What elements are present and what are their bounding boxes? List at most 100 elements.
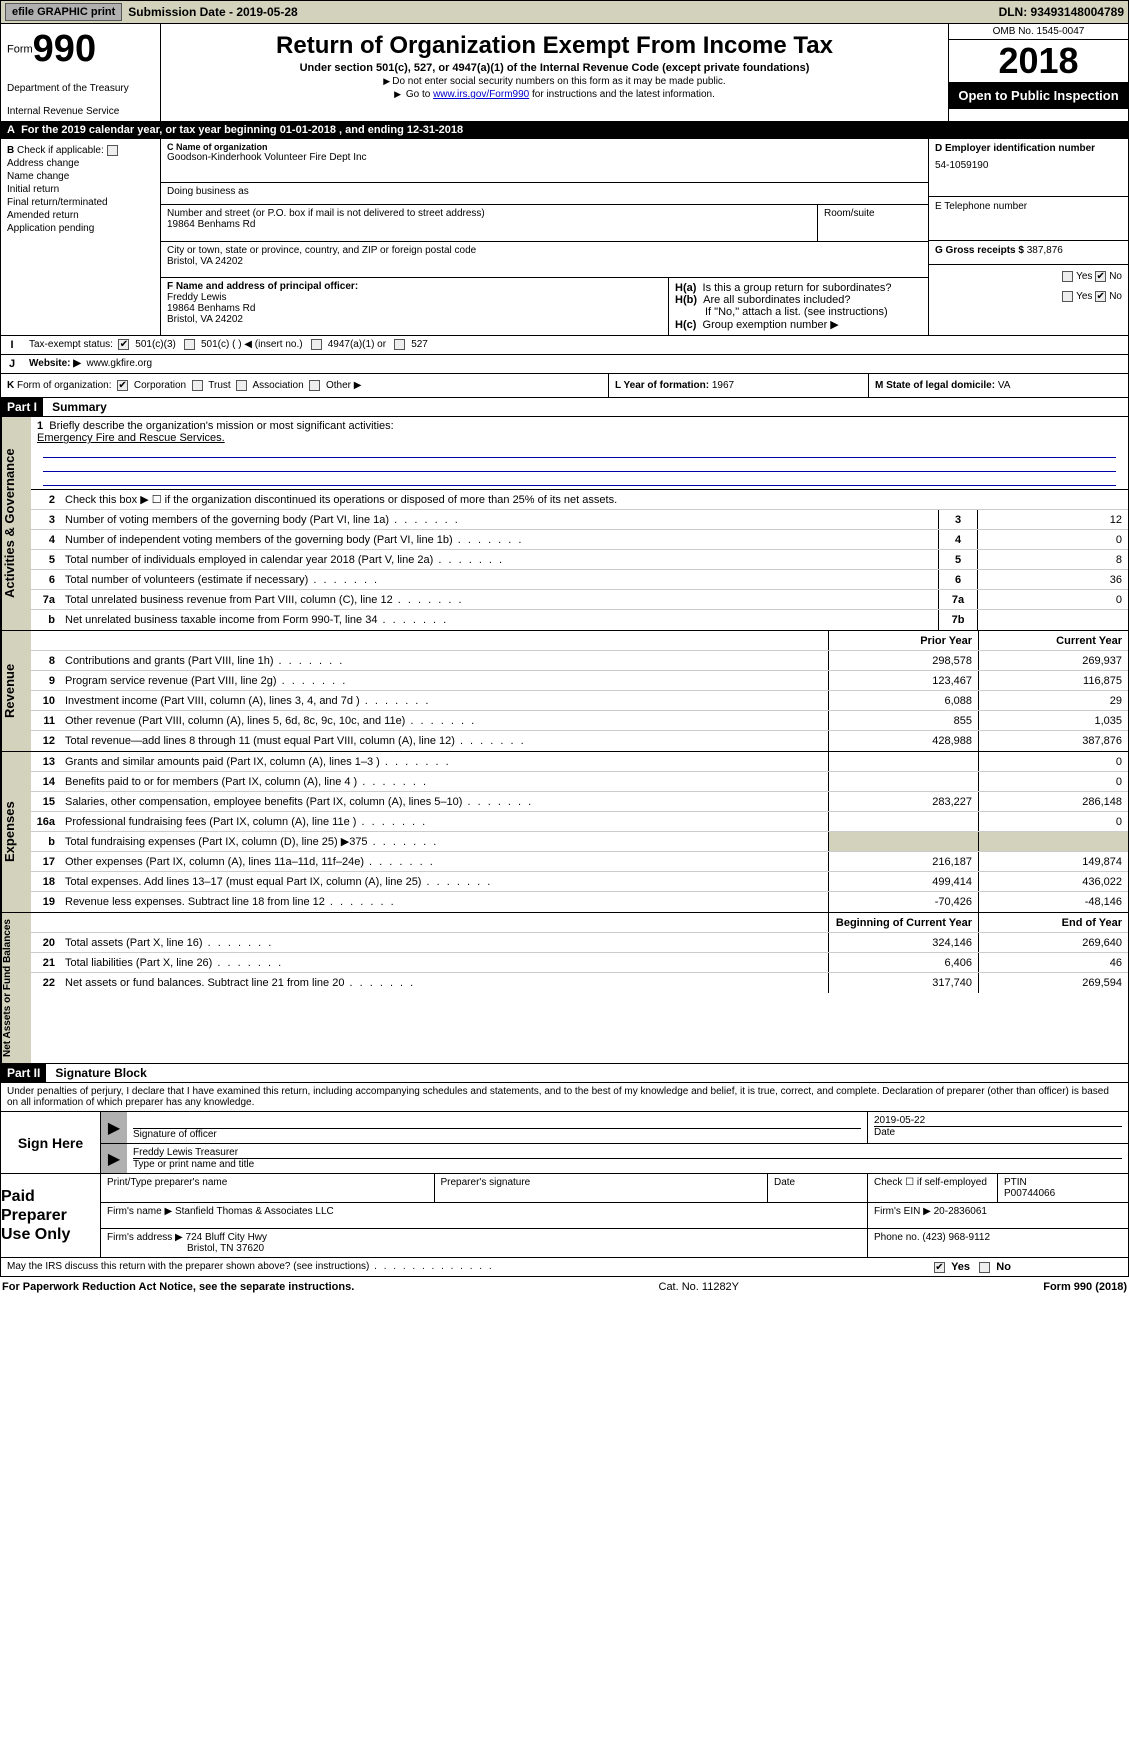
line-3: 3Number of voting members of the governi… (31, 510, 1128, 530)
phone-label: Phone no. (874, 1232, 922, 1243)
section-a-bar: A For the 2019 calendar year, or tax yea… (0, 122, 1129, 139)
officer-city: Bristol, VA 24202 (167, 314, 662, 325)
b-address-change: Address change (7, 158, 154, 169)
sign-here-label: Sign Here (1, 1112, 101, 1173)
e-label: E Telephone number (935, 201, 1122, 212)
assoc-checkbox[interactable] (236, 380, 247, 391)
527-checkbox[interactable] (394, 339, 405, 350)
bar-a-text-b: , and ending (336, 124, 407, 136)
yes-label-2: Yes (1076, 291, 1092, 302)
hb-yes-checkbox[interactable] (1062, 291, 1073, 302)
f-label: F Name and address of principal officer: (167, 281, 358, 292)
trust-checkbox[interactable] (192, 380, 203, 391)
line-12: 12Total revenue—add lines 8 through 11 (… (31, 731, 1128, 751)
col-prior-year: Prior Year (828, 631, 978, 650)
box-h-yesno: Yes No Yes No (929, 265, 1128, 309)
box-c-dba: Doing business as (161, 183, 928, 205)
room-label: Room/suite (824, 208, 922, 219)
b-final-return: Final return/terminated (7, 197, 154, 208)
efile-graphic-button[interactable]: efile GRAPHIC print (5, 3, 122, 21)
q2-text: Check this box ▶ ☐ if the organization d… (61, 491, 1128, 508)
hb-no-checkbox[interactable] (1095, 291, 1106, 302)
yes-label: Yes (1076, 271, 1092, 282)
dept-treasury: Department of the Treasury (7, 83, 154, 94)
i-label: I (1, 336, 23, 354)
firm-ein: 20-2836061 (934, 1206, 987, 1217)
firm-addr1: 724 Bluff City Hwy (186, 1232, 268, 1243)
dln: DLN: 93493148004789 (999, 5, 1124, 19)
expenses-block: Expenses 13Grants and similar amounts pa… (0, 752, 1129, 913)
box-e: E Telephone number (929, 197, 1128, 241)
part2-header-row: Part II Signature Block (0, 1064, 1129, 1083)
ha-yes-checkbox[interactable] (1062, 271, 1073, 282)
ha-no-checkbox[interactable] (1095, 271, 1106, 282)
b-name-change: Name change (7, 171, 154, 182)
revenue-block: Revenue Prior Year Current Year 8Contrib… (0, 631, 1129, 752)
type-name-label: Type or print name and title (133, 1159, 1122, 1170)
corp-checkbox[interactable] (117, 380, 128, 391)
irs-label: Internal Revenue Service (7, 106, 154, 117)
line-b: bTotal fundraising expenses (Part IX, co… (31, 832, 1128, 852)
checkbox-applicable[interactable] (107, 145, 118, 156)
row-j: J Website: ▶ www.gkfire.org (0, 355, 1129, 374)
page-footer: For Paperwork Reduction Act Notice, see … (0, 1277, 1129, 1297)
paid-preparer-label: Paid Preparer Use Only (1, 1174, 101, 1257)
firm-ein-label: Firm's EIN ▶ (874, 1206, 934, 1217)
tab-net-assets: Net Assets or Fund Balances (1, 913, 31, 1063)
org-name: Goodson-Kinderhook Volunteer Fire Dept I… (167, 152, 922, 163)
line-18: 18Total expenses. Add lines 13–17 (must … (31, 872, 1128, 892)
tab-expenses: Expenses (1, 752, 31, 912)
opt-527: 527 (411, 339, 428, 350)
line-14: 14Benefits paid to or for members (Part … (31, 772, 1128, 792)
website-label: Website: ▶ (29, 358, 81, 369)
part2-badge: Part II (1, 1064, 46, 1082)
line-4: 4Number of independent voting members of… (31, 530, 1128, 550)
row-i: I Tax-exempt status: 501(c)(3) 501(c) ( … (0, 336, 1129, 355)
part2-title: Signature Block (49, 1064, 152, 1082)
other-checkbox[interactable] (309, 380, 320, 391)
officer-street: 19864 Benhams Rd (167, 303, 662, 314)
h-b2-text: If "No," attach a list. (see instruction… (675, 306, 922, 318)
perjury-statement: Under penalties of perjury, I declare th… (0, 1083, 1129, 1112)
4947-checkbox[interactable] (311, 339, 322, 350)
firm-name-label: Firm's name ▶ (107, 1206, 175, 1217)
dots (369, 1261, 493, 1272)
tab-revenue: Revenue (1, 631, 31, 751)
header-right: OMB No. 1545-0047 2018 Open to Public In… (948, 24, 1128, 121)
line-22: 22Net assets or fund balances. Subtract … (31, 973, 1128, 993)
instructions-link[interactable]: www.irs.gov/Form990 (433, 89, 529, 100)
governance-block: Activities & Governance 1 Briefly descri… (0, 417, 1129, 631)
firm-addr-label: Firm's address ▶ (107, 1232, 186, 1243)
sign-arrow-icon: ▶ (101, 1112, 127, 1143)
box-d: D Employer identification number 54-1059… (929, 139, 1128, 197)
sign-here-section: Sign Here ▶ Signature of officer 2019-05… (0, 1112, 1129, 1174)
discuss-row: May the IRS discuss this return with the… (0, 1258, 1129, 1277)
line-16a: 16aProfessional fundraising fees (Part I… (31, 812, 1128, 832)
header-note2: Go to www.irs.gov/Form990 for instructio… (169, 89, 940, 100)
blank-line (43, 472, 1116, 486)
501c3-checkbox[interactable] (118, 339, 129, 350)
line-20: 20Total assets (Part X, line 16)324,1462… (31, 933, 1128, 953)
date-label: Date (874, 1127, 1122, 1138)
c-name-label: C Name of organization (167, 142, 922, 152)
header-middle: Return of Organization Exempt From Incom… (161, 24, 948, 121)
city-value: Bristol, VA 24202 (167, 256, 922, 267)
form-subtitle: Under section 501(c), 527, or 4947(a)(1)… (169, 62, 940, 74)
h-a-text: Is this a group return for subordinates? (703, 282, 892, 294)
form-title: Return of Organization Exempt From Incom… (169, 32, 940, 60)
open-public-inspection: Open to Public Inspection (949, 82, 1128, 109)
tax-year-begin: 01-01-2018 (280, 124, 336, 136)
discuss-no-checkbox[interactable] (979, 1262, 990, 1273)
street-label: Number and street (or P.O. box if mail i… (167, 208, 811, 219)
501c-checkbox[interactable] (184, 339, 195, 350)
box-c-name: C Name of organization Goodson-Kinderhoo… (161, 139, 928, 183)
b-amended-return: Amended return (7, 210, 154, 221)
b-application-pending: Application pending (7, 223, 154, 234)
line-7a: 7aTotal unrelated business revenue from … (31, 590, 1128, 610)
footer-mid: Cat. No. 11282Y (659, 1281, 740, 1293)
website-value: www.gkfire.org (87, 358, 153, 369)
discuss-yes-checkbox[interactable] (934, 1262, 945, 1273)
line-13: 13Grants and similar amounts paid (Part … (31, 752, 1128, 772)
line-11: 11Other revenue (Part VIII, column (A), … (31, 711, 1128, 731)
part1-title: Summary (46, 398, 113, 416)
